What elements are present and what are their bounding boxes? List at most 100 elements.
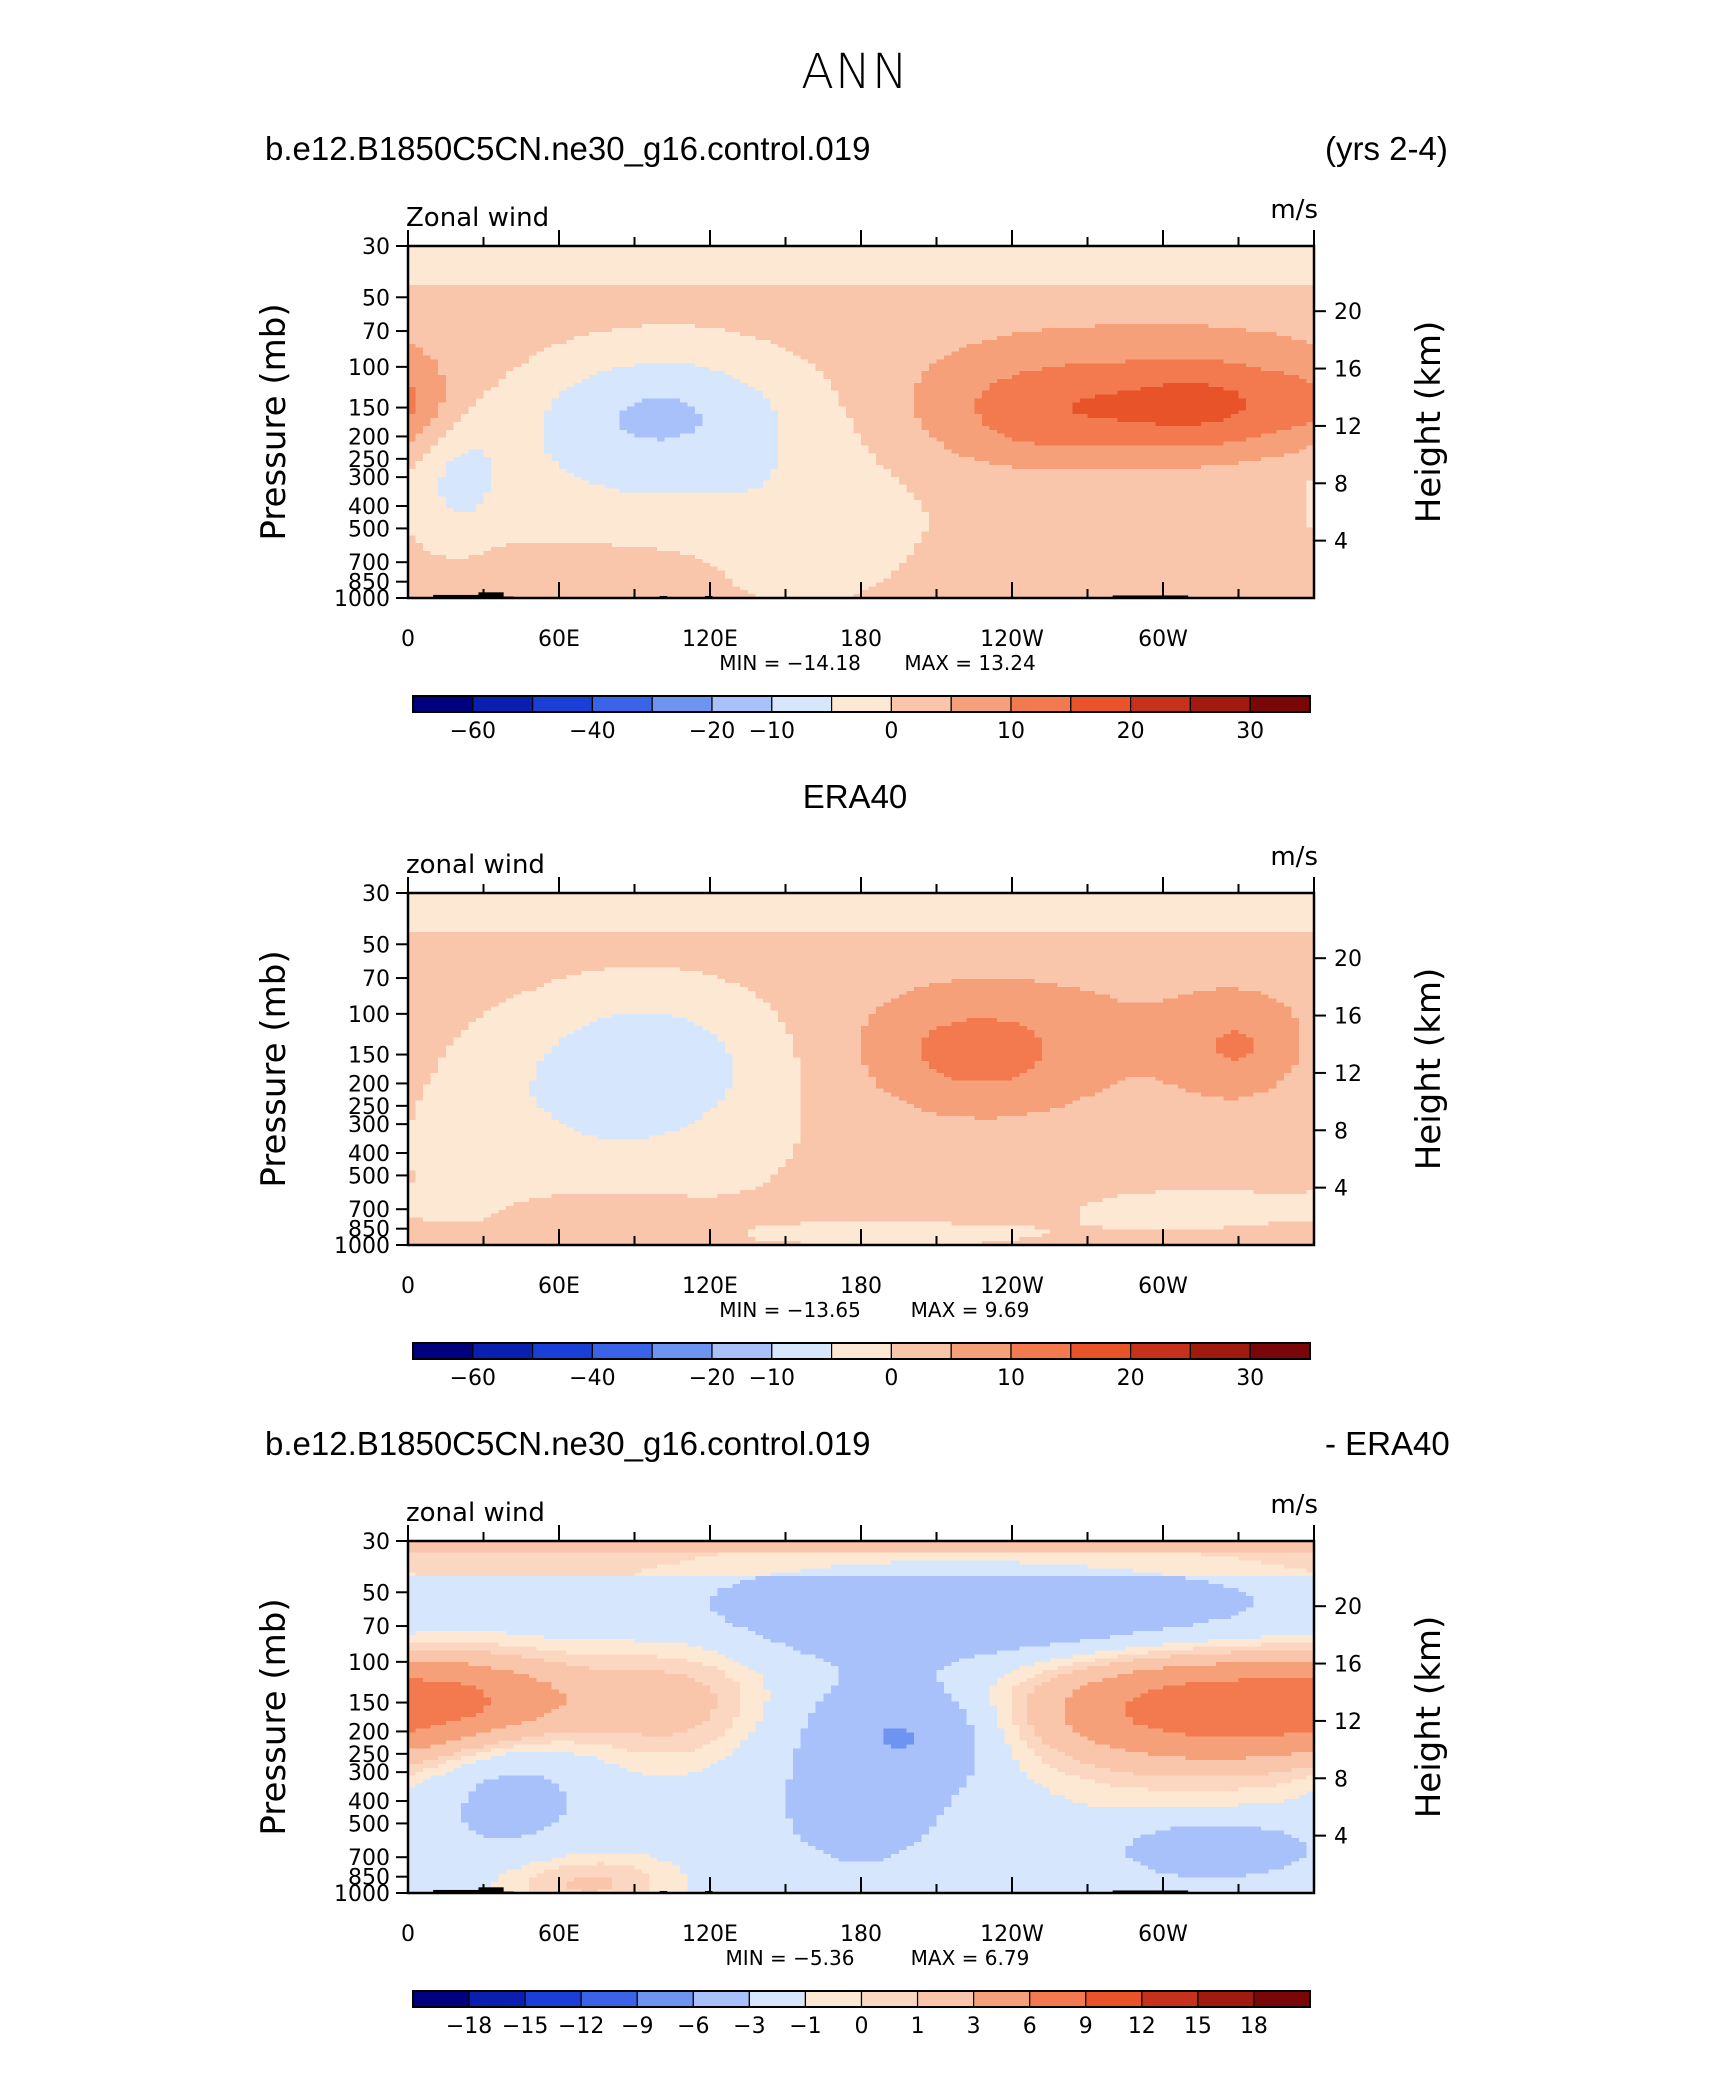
contour-cell [755, 273, 763, 278]
contour-cell [551, 254, 559, 259]
contour-cell [1261, 250, 1269, 255]
contour-cell [1004, 269, 1012, 274]
contour-cell [718, 273, 726, 278]
contour-cell [725, 258, 733, 263]
contour-cell [657, 258, 665, 263]
contour-cell [642, 269, 650, 274]
contour-cell [808, 254, 816, 259]
contour-cell [816, 273, 824, 278]
contour-cell [846, 258, 854, 263]
contour-cell [695, 254, 703, 259]
contour-cell [1155, 262, 1163, 267]
contour-cell [574, 269, 582, 274]
contour-cell [816, 262, 824, 267]
contour-cell [952, 262, 960, 267]
contour-cell [974, 254, 982, 259]
contour-cell [997, 266, 1005, 271]
contour-cell [1186, 266, 1194, 271]
contour-cell [869, 254, 877, 259]
contour-cell [801, 269, 809, 274]
contour-cell [1004, 254, 1012, 259]
contour-cell [416, 254, 424, 259]
contour-cell [438, 254, 446, 259]
contour-cell [1239, 269, 1247, 274]
contour-cell [1012, 262, 1020, 267]
plots-canvas: 0 60E 120E 180 120W 60W3050701001502002503004… [0, 0, 1710, 2074]
contour-cell [982, 254, 990, 259]
contour-cell [1201, 250, 1209, 255]
contour-cell [929, 266, 937, 271]
contour-cell [491, 273, 499, 278]
contour-cell [1148, 266, 1156, 271]
contour-cell [838, 262, 846, 267]
contour-cell [597, 254, 605, 259]
contour-cell [906, 266, 914, 271]
contour-cell [786, 273, 794, 278]
contour-cell [967, 254, 975, 259]
contour-cell [1133, 262, 1141, 267]
contour-cell [1299, 266, 1307, 271]
contour-cell [1088, 262, 1096, 267]
contour-cell [748, 273, 756, 278]
contour-cell [884, 262, 892, 267]
contour-cell [1261, 269, 1269, 274]
contour-cell [876, 254, 884, 259]
contour-cell [1133, 250, 1141, 255]
contour-cell [937, 258, 945, 263]
contour-cell [1269, 269, 1277, 274]
contour-cell [733, 273, 741, 278]
contour-cell [952, 254, 960, 259]
contour-cell [619, 258, 627, 263]
contour-cell [937, 250, 945, 255]
contour-cell [1103, 258, 1111, 263]
contour-cell [725, 254, 733, 259]
contour-cell [853, 262, 861, 267]
contour-cell [989, 273, 997, 278]
contour-cell [921, 266, 929, 271]
contour-cell [748, 258, 756, 263]
contour-cell [650, 269, 658, 274]
contour-cell [695, 250, 703, 255]
contour-cell [1133, 269, 1141, 274]
contour-cell [1163, 250, 1171, 255]
contour-cell [1186, 262, 1194, 267]
contour-cell [484, 254, 492, 259]
contour-cell [1148, 262, 1156, 267]
contour-cell [619, 250, 627, 255]
contour-cell [1186, 269, 1194, 274]
contour-cell [1223, 254, 1231, 259]
contour-cell [1080, 273, 1088, 278]
contour-cell [793, 266, 801, 271]
contour-cell [1284, 269, 1292, 274]
contour-cell [551, 258, 559, 263]
contour-cell [989, 250, 997, 255]
contour-cell [1254, 250, 1262, 255]
contour-cell [1163, 254, 1171, 259]
contour-cell [1050, 258, 1058, 263]
contour-cell [461, 262, 469, 267]
contour-cell [816, 266, 824, 271]
contour-cell [989, 266, 997, 271]
contour-cell [914, 250, 922, 255]
contour-cell [1276, 250, 1284, 255]
contour-cell [1163, 273, 1171, 278]
contour-cell [1155, 266, 1163, 271]
contour-cell [1186, 254, 1194, 259]
contour-cell [861, 258, 869, 263]
contour-cell [665, 262, 673, 267]
contour-cell [612, 250, 620, 255]
contour-cell [763, 254, 771, 259]
contour-cell [831, 262, 839, 267]
contour-cell [438, 262, 446, 267]
contour-cell [1072, 258, 1080, 263]
contour-cell [567, 273, 575, 278]
contour-cell [1276, 269, 1284, 274]
contour-cell [846, 273, 854, 278]
contour-cell [1216, 250, 1224, 255]
contour-cell [914, 262, 922, 267]
contour-cell [589, 273, 597, 278]
contour-cell [1299, 258, 1307, 263]
contour-cell [1088, 269, 1096, 274]
contour-cell [876, 269, 884, 274]
contour-cell [1080, 269, 1088, 274]
